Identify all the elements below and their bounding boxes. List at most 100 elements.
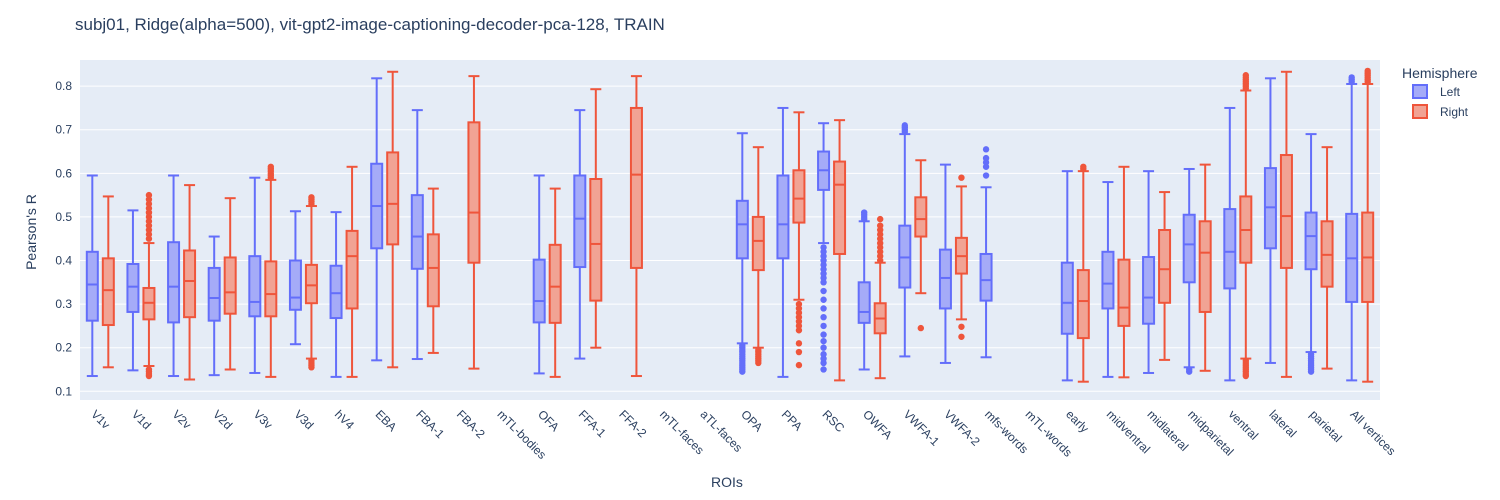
box-right[interactable] <box>264 163 278 378</box>
y-tick-label: 0.7 <box>55 123 72 137</box>
outlier-point <box>308 194 315 201</box>
box-iqr <box>629 106 643 269</box>
outlier-point <box>820 351 827 358</box>
box-right[interactable] <box>1076 163 1090 383</box>
x-tick-label: VWFA-2 <box>941 407 983 449</box>
x-tick-label: All vertices <box>1348 407 1399 458</box>
box-right[interactable] <box>345 165 359 378</box>
box-left[interactable] <box>938 163 952 364</box>
y-tick-label: 0.8 <box>55 79 72 93</box>
box-left[interactable] <box>776 106 790 378</box>
box-iqr <box>979 252 993 302</box>
x-tick-label: V3d <box>291 407 316 432</box>
box-iqr <box>1279 154 1293 269</box>
outlier-point <box>795 340 803 347</box>
box-left[interactable] <box>370 77 384 362</box>
box-right[interactable] <box>1117 165 1131 379</box>
box-left[interactable] <box>573 109 587 360</box>
box-right[interactable] <box>142 191 156 380</box>
x-tick-label: early <box>1063 407 1091 435</box>
box-iqr <box>1101 250 1115 310</box>
box-left[interactable] <box>1263 77 1277 364</box>
box-left[interactable] <box>248 176 262 374</box>
outlier-point <box>820 244 827 251</box>
outlier-point <box>860 209 868 216</box>
box-right[interactable] <box>426 187 440 354</box>
box-right[interactable] <box>101 195 115 369</box>
box-right[interactable] <box>386 70 400 369</box>
box-left[interactable] <box>979 146 993 359</box>
legend-item-right[interactable]: Right <box>1412 104 1469 119</box>
box-left[interactable] <box>410 109 424 361</box>
box-right[interactable] <box>1239 72 1253 380</box>
boxes <box>85 67 1375 383</box>
box-right[interactable] <box>1158 191 1172 361</box>
box-iqr <box>548 243 562 324</box>
outlier-point <box>145 366 153 373</box>
x-tick-label: V1v <box>88 407 113 432</box>
x-tick-label: parietal <box>1307 407 1345 445</box>
box-left[interactable] <box>329 211 343 378</box>
box-iqr <box>126 263 140 313</box>
box-iqr <box>735 199 749 260</box>
box-left[interactable] <box>1182 167 1196 375</box>
box-left[interactable] <box>532 174 546 375</box>
box-left[interactable] <box>898 122 912 358</box>
box-right[interactable] <box>548 187 562 378</box>
box-left[interactable] <box>1101 181 1115 378</box>
box-iqr <box>264 260 278 318</box>
box-left[interactable] <box>85 174 99 378</box>
box-right[interactable] <box>954 174 968 340</box>
box-right[interactable] <box>1279 70 1293 378</box>
box-left[interactable] <box>1142 170 1156 374</box>
box-right[interactable] <box>1320 146 1334 370</box>
x-tick-labels: V1v V1d V2v V2d V3v V3d hV4 EBA FBA-1 FBA-2 mTL-bo… <box>88 407 1398 462</box>
box-left[interactable] <box>207 235 221 377</box>
box-right[interactable] <box>223 197 237 371</box>
box-right[interactable] <box>183 184 197 381</box>
box-left[interactable] <box>1345 74 1359 382</box>
box-iqr <box>1223 208 1237 290</box>
box-right[interactable] <box>792 111 806 369</box>
outlier-point <box>876 215 884 223</box>
box-left[interactable] <box>735 132 749 375</box>
box-iqr <box>345 229 359 310</box>
outlier-point <box>795 348 803 356</box>
box-iqr <box>776 174 790 260</box>
box-iqr <box>223 256 237 315</box>
box-right[interactable] <box>629 75 643 378</box>
box-right[interactable] <box>304 194 318 371</box>
box-right[interactable] <box>833 119 847 382</box>
outlier-point <box>1307 351 1315 358</box>
box-left[interactable] <box>857 209 871 371</box>
box-left[interactable] <box>126 209 140 372</box>
box-iqr <box>248 255 262 318</box>
box-right[interactable] <box>1198 163 1212 372</box>
box-right[interactable] <box>467 75 481 370</box>
box-right[interactable] <box>1361 67 1375 383</box>
box-right[interactable] <box>589 88 603 349</box>
legend-item-left[interactable]: Left <box>1412 84 1461 99</box>
box-left[interactable] <box>167 174 181 378</box>
outlier-point <box>982 146 990 153</box>
box-left[interactable] <box>1223 106 1237 382</box>
outlier-point <box>820 322 827 330</box>
box-left[interactable] <box>1060 170 1074 382</box>
outlier-point <box>1242 72 1250 79</box>
box-right[interactable] <box>914 159 928 332</box>
box-right[interactable] <box>873 215 887 380</box>
box-left[interactable] <box>817 122 831 373</box>
x-tick-label: FFA-1 <box>576 407 609 440</box>
box-iqr <box>1060 261 1074 335</box>
x-tick-label: midventral <box>1104 407 1153 456</box>
box-iqr <box>938 248 952 310</box>
box-right[interactable] <box>751 146 765 367</box>
x-tick-label: VWFA-1 <box>901 407 943 449</box>
outlier-point <box>755 346 762 354</box>
box-left[interactable] <box>1304 133 1318 375</box>
legend-title: Hemisphere <box>1402 65 1478 81</box>
x-tick-label: OWFA <box>860 407 895 442</box>
box-left[interactable] <box>288 210 302 346</box>
legend-swatch-right <box>1412 104 1428 119</box>
